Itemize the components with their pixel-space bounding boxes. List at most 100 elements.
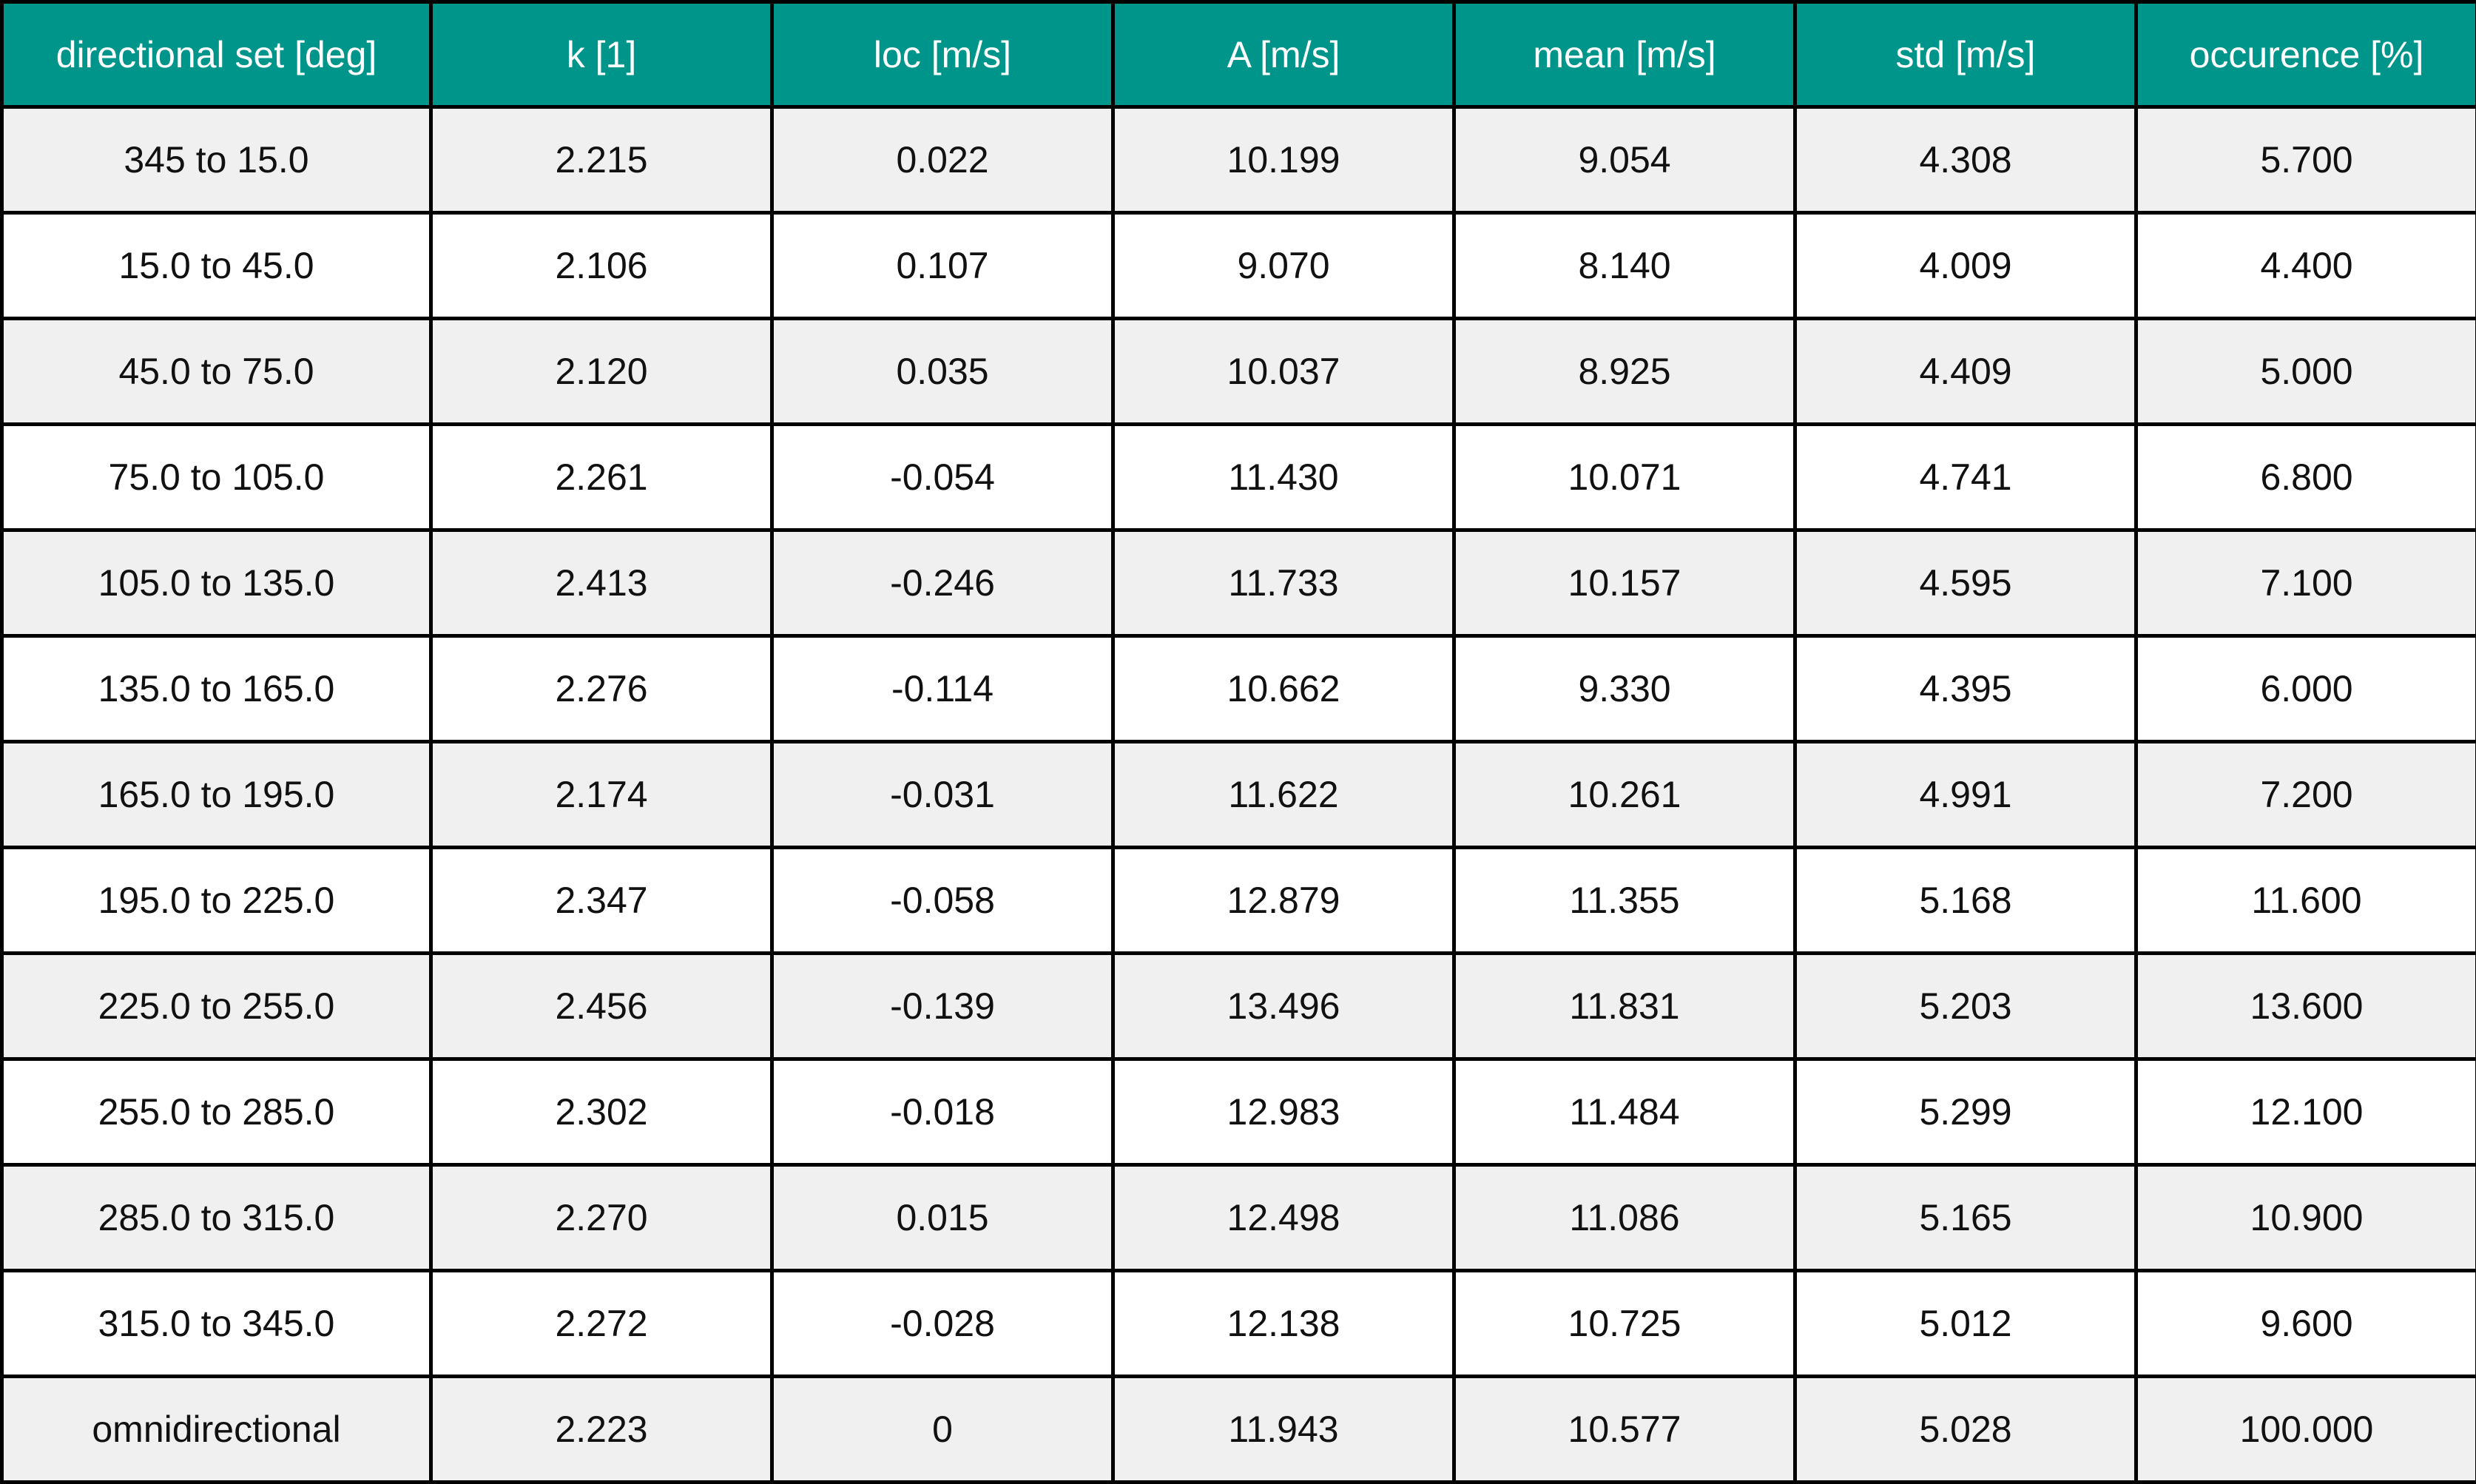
table-cell: 2.276: [431, 636, 772, 742]
table-cell: 10.037: [1113, 319, 1454, 425]
table-cell: 5.000: [2136, 319, 2476, 425]
table-cell: 2.120: [431, 319, 772, 425]
table-cell: 11.733: [1113, 530, 1454, 636]
data-table-container: directional set [deg]k [1]loc [m/s]A [m/…: [0, 0, 2476, 1428]
table-cell: 10.199: [1113, 107, 1454, 213]
table-cell: 11.484: [1454, 1059, 1795, 1165]
table-cell: 0.022: [772, 107, 1113, 213]
table-cell: 5.203: [1795, 954, 2136, 1059]
table-cell: -0.246: [772, 530, 1113, 636]
column-header: directional set [deg]: [2, 2, 431, 107]
column-header: mean [m/s]: [1454, 2, 1795, 107]
table-cell: 2.272: [431, 1271, 772, 1377]
table-cell: 9.330: [1454, 636, 1795, 742]
column-header: A [m/s]: [1113, 2, 1454, 107]
column-header: occurence [%]: [2136, 2, 2476, 107]
table-cell: 2.174: [431, 742, 772, 848]
table-cell: 12.879: [1113, 848, 1454, 954]
table-cell: 10.577: [1454, 1377, 1795, 1483]
table-cell: 2.413: [431, 530, 772, 636]
table-cell: 9.054: [1454, 107, 1795, 213]
table-cell: 2.215: [431, 107, 772, 213]
table-cell: 100.000: [2136, 1377, 2476, 1483]
table-cell: 12.498: [1113, 1165, 1454, 1271]
row-label-cell: 135.0 to 165.0: [2, 636, 431, 742]
table-cell: 8.140: [1454, 213, 1795, 319]
table-cell: 11.430: [1113, 425, 1454, 530]
table-cell: 0.107: [772, 213, 1113, 319]
row-label-cell: 195.0 to 225.0: [2, 848, 431, 954]
table-cell: 11.086: [1454, 1165, 1795, 1271]
table-cell: 7.100: [2136, 530, 2476, 636]
table-cell: -0.028: [772, 1271, 1113, 1377]
table-cell: 0: [772, 1377, 1113, 1483]
table-cell: 6.800: [2136, 425, 2476, 530]
table-cell: 12.138: [1113, 1271, 1454, 1377]
row-label-cell: 225.0 to 255.0: [2, 954, 431, 1059]
table-cell: 12.983: [1113, 1059, 1454, 1165]
table-cell: 2.302: [431, 1059, 772, 1165]
table-cell: 5.028: [1795, 1377, 2136, 1483]
table-cell: 11.600: [2136, 848, 2476, 954]
row-label-cell: 15.0 to 45.0: [2, 213, 431, 319]
table-cell: 0.035: [772, 319, 1113, 425]
table-cell: 2.270: [431, 1165, 772, 1271]
table-cell: 10.157: [1454, 530, 1795, 636]
table-cell: -0.054: [772, 425, 1113, 530]
table-cell: 4.595: [1795, 530, 2136, 636]
table-cell: 11.831: [1454, 954, 1795, 1059]
table-cell: 11.355: [1454, 848, 1795, 954]
table-cell: 4.009: [1795, 213, 2136, 319]
table-header-row: directional set [deg]k [1]loc [m/s]A [m/…: [2, 2, 2476, 107]
table-cell: 11.943: [1113, 1377, 1454, 1483]
table-cell: 4.308: [1795, 107, 2136, 213]
table-cell: 4.741: [1795, 425, 2136, 530]
table-cell: 5.012: [1795, 1271, 2136, 1377]
table-cell: 11.622: [1113, 742, 1454, 848]
row-label-cell: 105.0 to 135.0: [2, 530, 431, 636]
table-cell: 12.100: [2136, 1059, 2476, 1165]
table-cell: 2.106: [431, 213, 772, 319]
table-cell: 6.000: [2136, 636, 2476, 742]
table-cell: 4.409: [1795, 319, 2136, 425]
table-cell: -0.018: [772, 1059, 1113, 1165]
column-header: loc [m/s]: [772, 2, 1113, 107]
row-label-cell: 165.0 to 195.0: [2, 742, 431, 848]
table-cell: 10.900: [2136, 1165, 2476, 1271]
table-cell: 5.168: [1795, 848, 2136, 954]
row-label-cell: 315.0 to 345.0: [2, 1271, 431, 1377]
table-cell: 9.600: [2136, 1271, 2476, 1377]
table-cell: 8.925: [1454, 319, 1795, 425]
table-cell: 9.070: [1113, 213, 1454, 319]
table-cell: 2.261: [431, 425, 772, 530]
table-cell: 5.700: [2136, 107, 2476, 213]
column-header: k [1]: [431, 2, 772, 107]
table-cell: 10.662: [1113, 636, 1454, 742]
row-label-cell: 75.0 to 105.0: [2, 425, 431, 530]
table-cell: 2.223: [431, 1377, 772, 1483]
row-label-cell: omnidirectional: [2, 1377, 431, 1483]
row-label-cell: 285.0 to 315.0: [2, 1165, 431, 1271]
row-label-cell: 255.0 to 285.0: [2, 1059, 431, 1165]
table-cell: 4.400: [2136, 213, 2476, 319]
table-cell: 2.456: [431, 954, 772, 1059]
table-cell: -0.031: [772, 742, 1113, 848]
column-header: std [m/s]: [1795, 2, 2136, 107]
table-cell: 2.347: [431, 848, 772, 954]
table-cell: -0.058: [772, 848, 1113, 954]
row-label-cell: 345 to 15.0: [2, 107, 431, 213]
table-cell: 0.015: [772, 1165, 1113, 1271]
